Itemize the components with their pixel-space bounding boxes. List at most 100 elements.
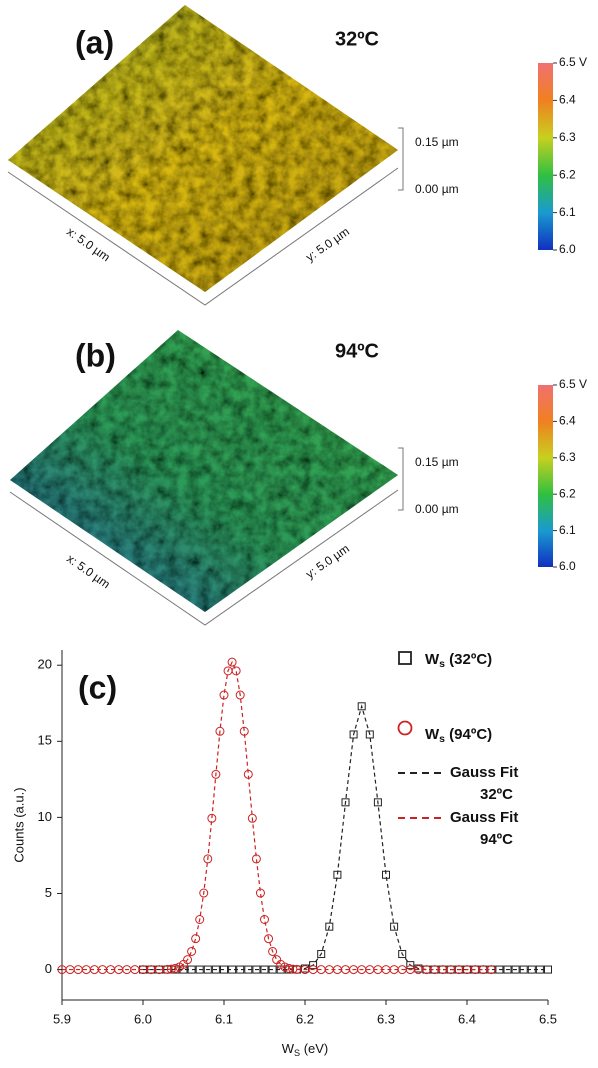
point bbox=[268, 946, 278, 956]
point bbox=[252, 965, 261, 974]
surface-axes bbox=[7, 167, 399, 306]
fit-line bbox=[62, 660, 492, 971]
label-part: (94ºC) bbox=[445, 726, 492, 743]
y-tick-label: 5 bbox=[45, 885, 52, 900]
point bbox=[195, 965, 204, 974]
point bbox=[255, 888, 265, 898]
point bbox=[203, 854, 213, 864]
colorbar bbox=[538, 63, 553, 250]
point bbox=[211, 769, 221, 779]
label-part: (eV) bbox=[300, 1041, 328, 1056]
point bbox=[535, 965, 544, 974]
point bbox=[166, 964, 176, 974]
chart-title: (c) bbox=[78, 669, 117, 705]
label-part: (32ºC) bbox=[445, 651, 492, 668]
z-tick-label: 0.15 µm bbox=[415, 135, 459, 149]
x-tick-label: 6.0 bbox=[134, 1011, 152, 1026]
x-tick-label: 5.9 bbox=[53, 1011, 71, 1026]
colorbar-tick-label: 6.2 bbox=[559, 486, 576, 500]
point bbox=[183, 955, 193, 965]
point bbox=[527, 965, 536, 974]
point bbox=[187, 946, 197, 956]
point bbox=[170, 963, 180, 973]
temperature: 32ºC bbox=[335, 28, 379, 50]
point bbox=[309, 961, 318, 970]
colorbar-tick-label: 6.2 bbox=[559, 167, 576, 181]
legend-label: Gauss Fit bbox=[450, 809, 518, 826]
point bbox=[203, 965, 212, 974]
x-tick-label: 6.2 bbox=[296, 1011, 314, 1026]
point bbox=[398, 950, 407, 959]
label-part: s bbox=[439, 658, 445, 670]
point bbox=[231, 666, 241, 676]
point bbox=[199, 888, 209, 898]
point bbox=[243, 769, 253, 779]
point bbox=[268, 965, 277, 974]
legend-label: Ws (94ºC) bbox=[425, 726, 492, 745]
colorbar-tick-label: 6.4 bbox=[559, 93, 576, 107]
label-part: W bbox=[425, 651, 440, 668]
point bbox=[251, 854, 261, 864]
x-tick-label: 6.1 bbox=[215, 1011, 233, 1026]
point bbox=[317, 950, 326, 959]
surface-b bbox=[9, 330, 553, 626]
point bbox=[357, 702, 366, 711]
point bbox=[195, 915, 205, 924]
panel-label: (b) bbox=[75, 337, 116, 373]
x-tick-label: 6.3 bbox=[377, 1011, 395, 1026]
colorbar-tick-label: 6.0 bbox=[559, 242, 576, 256]
label-part: W bbox=[425, 726, 440, 743]
point bbox=[373, 798, 382, 807]
point bbox=[325, 922, 334, 931]
x-axis-title: WS (eV) bbox=[282, 1041, 329, 1058]
y-tick-label: 20 bbox=[38, 657, 52, 672]
label-part: s bbox=[439, 733, 445, 745]
y-axis-title: Counts (a.u.) bbox=[11, 787, 26, 862]
colorbar-tick-label: 6.5 V bbox=[559, 55, 587, 69]
z-axis bbox=[398, 127, 404, 191]
point bbox=[382, 870, 390, 879]
z-tick-label: 0.00 µm bbox=[415, 182, 459, 196]
point bbox=[236, 965, 245, 974]
x-tick-label: 6.5 bbox=[539, 1011, 557, 1026]
surface bbox=[10, 330, 398, 612]
point bbox=[544, 965, 552, 974]
point bbox=[519, 965, 528, 974]
y-axis-label: y: 5.0 µm bbox=[303, 541, 352, 581]
legend-marker bbox=[398, 651, 412, 665]
colorbar-tick-label: 6.0 bbox=[559, 559, 576, 573]
point bbox=[207, 813, 217, 823]
y-tick-label: 15 bbox=[38, 733, 52, 748]
point bbox=[244, 965, 253, 974]
x-axis-label: x: 5.0 µm bbox=[64, 224, 113, 264]
point bbox=[220, 965, 228, 974]
point bbox=[406, 961, 415, 970]
surface-a bbox=[7, 5, 553, 306]
point bbox=[341, 798, 350, 807]
colorbar-tick-label: 6.5 V bbox=[559, 377, 587, 391]
z-axis bbox=[398, 447, 404, 511]
z-tick-label: 0.15 µm bbox=[415, 455, 459, 469]
legend-label: Ws (32ºC) bbox=[425, 651, 492, 670]
temperature: 94ºC bbox=[335, 340, 379, 362]
point bbox=[228, 965, 237, 974]
point bbox=[333, 870, 342, 879]
legend-label: 32ºC bbox=[480, 786, 513, 803]
panel-label: (a) bbox=[75, 24, 114, 60]
colorbar-tick-label: 6.1 bbox=[559, 523, 576, 537]
point bbox=[264, 934, 274, 944]
point bbox=[503, 965, 512, 974]
surface bbox=[8, 5, 398, 292]
y-tick-label: 10 bbox=[38, 809, 52, 824]
point bbox=[511, 965, 520, 974]
colorbar-tick-label: 6.3 bbox=[559, 130, 576, 144]
legend-label: Gauss Fit bbox=[450, 764, 518, 781]
z-tick-label: 0.00 µm bbox=[415, 502, 459, 516]
colorbar-tick-label: 6.1 bbox=[559, 205, 576, 219]
point bbox=[365, 730, 374, 739]
point bbox=[390, 922, 399, 931]
point bbox=[247, 813, 257, 823]
point bbox=[191, 934, 201, 944]
y-tick-label: 0 bbox=[45, 961, 52, 976]
point bbox=[260, 965, 269, 974]
